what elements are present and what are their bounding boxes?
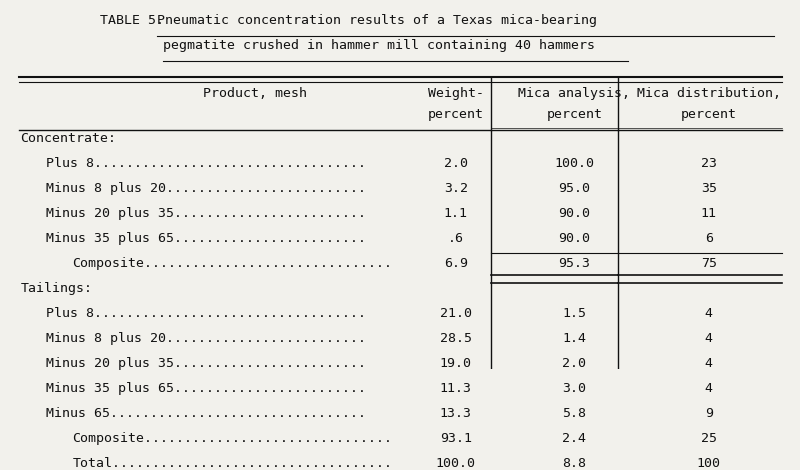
Text: Minus 35 plus 65........................: Minus 35 plus 65........................ <box>46 232 366 245</box>
Text: Composite...............................: Composite............................... <box>73 257 393 270</box>
Text: 4: 4 <box>705 357 713 370</box>
Text: 90.0: 90.0 <box>558 232 590 245</box>
Text: 90.0: 90.0 <box>558 207 590 220</box>
Text: Mica analysis,: Mica analysis, <box>518 87 630 100</box>
Text: 6.9: 6.9 <box>444 257 468 270</box>
Text: percent: percent <box>681 109 737 121</box>
Text: Minus 20 plus 35........................: Minus 20 plus 35........................ <box>46 357 366 370</box>
Text: Plus 8..................................: Plus 8.................................. <box>46 157 366 170</box>
Text: 100.0: 100.0 <box>554 157 594 170</box>
Text: 8.8: 8.8 <box>562 457 586 470</box>
Text: 1.5: 1.5 <box>562 307 586 320</box>
Text: Minus 35 plus 65........................: Minus 35 plus 65........................ <box>46 382 366 395</box>
Text: percent: percent <box>428 109 484 121</box>
Text: 19.0: 19.0 <box>440 357 472 370</box>
Text: Product, mesh: Product, mesh <box>203 87 307 100</box>
Text: 75: 75 <box>701 257 717 270</box>
Text: Total...................................: Total................................... <box>73 457 393 470</box>
Text: TABLE 5. -: TABLE 5. - <box>100 14 188 27</box>
Text: Composite...............................: Composite............................... <box>73 432 393 445</box>
Text: 1.1: 1.1 <box>444 207 468 220</box>
Text: Plus 8..................................: Plus 8.................................. <box>46 307 366 320</box>
Text: 23: 23 <box>701 157 717 170</box>
Text: pegmatite crushed in hammer mill containing 40 hammers: pegmatite crushed in hammer mill contain… <box>163 39 595 52</box>
Text: 95.3: 95.3 <box>558 257 590 270</box>
Text: 95.0: 95.0 <box>558 182 590 195</box>
Text: Weight-: Weight- <box>428 87 484 100</box>
Text: Tailings:: Tailings: <box>20 282 92 295</box>
Text: Pneumatic concentration results of a Texas mica-bearing: Pneumatic concentration results of a Tex… <box>157 14 597 27</box>
Text: 9: 9 <box>705 407 713 420</box>
Text: Minus 20 plus 35........................: Minus 20 plus 35........................ <box>46 207 366 220</box>
Text: percent: percent <box>546 109 602 121</box>
Text: 21.0: 21.0 <box>440 307 472 320</box>
Text: 11: 11 <box>701 207 717 220</box>
Text: 6: 6 <box>705 232 713 245</box>
Text: 35: 35 <box>701 182 717 195</box>
Text: .6: .6 <box>448 232 464 245</box>
Text: 25: 25 <box>701 432 717 445</box>
Text: 2.4: 2.4 <box>562 432 586 445</box>
Text: 13.3: 13.3 <box>440 407 472 420</box>
Text: 2.0: 2.0 <box>444 157 468 170</box>
Text: 4: 4 <box>705 332 713 345</box>
Text: 100.0: 100.0 <box>436 457 476 470</box>
Text: 28.5: 28.5 <box>440 332 472 345</box>
Text: 11.3: 11.3 <box>440 382 472 395</box>
Text: 1.4: 1.4 <box>562 332 586 345</box>
Text: 3.0: 3.0 <box>562 382 586 395</box>
Text: 4: 4 <box>705 307 713 320</box>
Text: 3.2: 3.2 <box>444 182 468 195</box>
Text: Concentrate:: Concentrate: <box>20 132 116 145</box>
Text: 5.8: 5.8 <box>562 407 586 420</box>
Text: 2.0: 2.0 <box>562 357 586 370</box>
Text: Mica distribution,: Mica distribution, <box>637 87 781 100</box>
Text: 100: 100 <box>697 457 721 470</box>
Text: 93.1: 93.1 <box>440 432 472 445</box>
Text: Minus 8 plus 20.........................: Minus 8 plus 20......................... <box>46 332 366 345</box>
Text: Minus 65................................: Minus 65................................ <box>46 407 366 420</box>
Text: Minus 8 plus 20.........................: Minus 8 plus 20......................... <box>46 182 366 195</box>
Text: 4: 4 <box>705 382 713 395</box>
